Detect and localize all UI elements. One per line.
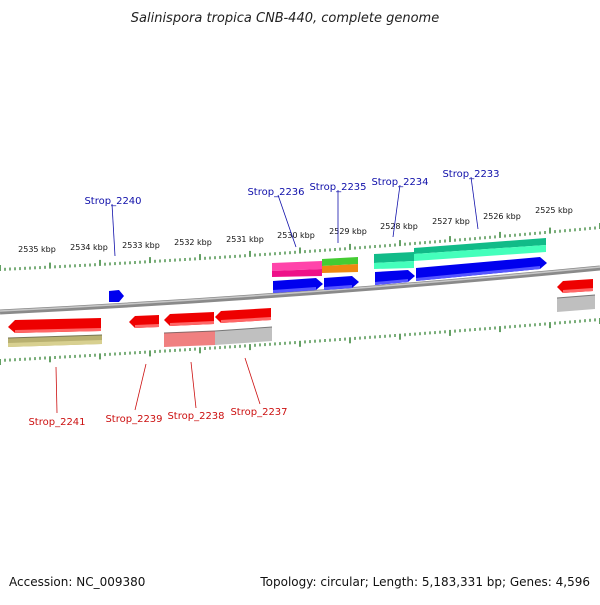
cds-right-edge-reverse[interactable]: [557, 279, 593, 293]
feature-right-edge-gene[interactable]: [556, 294, 596, 312]
scale-label-2535: 2535 kbp: [18, 245, 56, 254]
callout-strop-2234[interactable]: Strop_2234: [371, 177, 429, 238]
callout-strop-2241[interactable]: Strop_2241: [28, 366, 86, 428]
cds-strop-2240[interactable]: [109, 290, 124, 302]
scale-label-2531: 2531 kbp: [226, 235, 264, 244]
cds-strop-2241[interactable]: [8, 318, 101, 333]
gene-label-strop-2235[interactable]: Strop_2235: [309, 182, 366, 193]
genome-backbone: [0, 265, 600, 315]
gene-label-strop-2239[interactable]: Strop_2239: [105, 414, 162, 425]
scale-ticks-bottom: [0, 318, 600, 365]
map-title: Salinispora tropica CNB-440, complete ge…: [131, 11, 439, 26]
cds-strop-2239[interactable]: [129, 315, 159, 328]
callout-strop-2235[interactable]: Strop_2235: [309, 182, 367, 243]
feature-strop-2238-gene[interactable]: [163, 330, 216, 347]
callout-strop-2233[interactable]: Strop_2233: [442, 169, 500, 230]
cds-strop-2233[interactable]: [416, 257, 547, 281]
gene-label-strop-2237[interactable]: Strop_2237: [230, 407, 287, 418]
scale-label-2526: 2526 kbp: [483, 212, 521, 221]
cds-strop-2234[interactable]: [375, 270, 415, 285]
scale-label-2528: 2528 kbp: [380, 222, 418, 231]
scale-ticks-top: [0, 223, 600, 271]
scale-label-2532: 2532 kbp: [174, 238, 212, 247]
callout-strop-2240[interactable]: Strop_2240: [84, 196, 142, 257]
genome-backbone-highlight: [0, 266, 600, 312]
feature-strop-2233-gene[interactable]: [414, 238, 546, 261]
scale-label-2525: 2525 kbp: [535, 206, 573, 215]
callout-strop-2239[interactable]: Strop_2239: [105, 363, 163, 425]
callout-strop-2236[interactable]: Strop_2236: [247, 187, 305, 248]
cds-strop-2238[interactable]: [164, 312, 214, 326]
feature-strop-2235-gene[interactable]: [322, 257, 358, 273]
callout-strop-2237[interactable]: Strop_2237: [230, 357, 288, 418]
cds-strop-2235[interactable]: [324, 276, 359, 290]
gene-label-strop-2238[interactable]: Strop_2238: [167, 411, 224, 422]
cds-strop-2237[interactable]: [215, 308, 271, 323]
gene-label-strop-2236[interactable]: Strop_2236: [247, 187, 304, 198]
cds-strop-2236[interactable]: [273, 278, 323, 293]
accession-text: Accession: NC_009380: [9, 575, 145, 589]
scale-label-2533: 2533 kbp: [122, 241, 160, 250]
feature-strop-2237-gene[interactable]: [214, 326, 273, 345]
scale-label-2530: 2530 kbp: [277, 231, 315, 240]
gene-label-strop-2241[interactable]: Strop_2241: [28, 417, 85, 428]
gene-label-strop-2233[interactable]: Strop_2233: [442, 169, 499, 180]
gene-label-strop-2240[interactable]: Strop_2240: [84, 196, 141, 207]
scale-label-2527: 2527 kbp: [432, 217, 470, 226]
feature-strop-2241-gene[interactable]: [7, 334, 103, 347]
scale-label-2529: 2529 kbp: [329, 227, 367, 236]
scale-label-2534: 2534 kbp: [70, 243, 108, 252]
feature-strop-2234-gene[interactable]: [374, 252, 414, 269]
gene-label-strop-2234[interactable]: Strop_2234: [371, 177, 428, 188]
callout-strop-2238[interactable]: Strop_2238: [167, 361, 225, 422]
feature-strop-2236-gene[interactable]: [272, 261, 322, 277]
genome-summary-text: Topology: circular; Length: 5,183,331 bp…: [259, 575, 590, 589]
